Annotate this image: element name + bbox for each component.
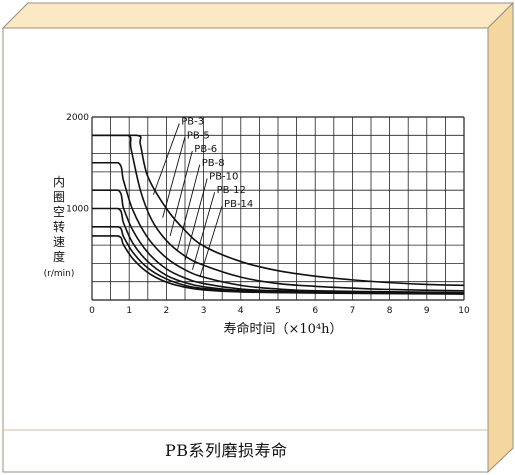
series-label: PB-14 [224,199,253,210]
x-tick-label: 6 [312,306,318,316]
series-line-pb-3 [92,134,465,287]
series-label: PB-6 [194,144,217,155]
series-label: PB-5 [187,130,210,141]
x-tick-label: 8 [387,306,393,316]
y-axis-unit: (r/min) [44,269,75,279]
x-tick-label: 4 [238,306,244,316]
frame-right-fold [487,1,514,474]
series-line-pb-14 [92,235,465,295]
x-axis-label: 寿命时间（×10⁴h） [223,321,342,337]
leader-line [177,164,201,250]
chart-ticks: 0 1 2 3 4 5 6 7 8 9 10 1000 2000 [66,113,470,316]
leader-line [152,123,180,195]
x-tick-label: 7 [350,306,356,316]
leader-line [192,192,216,270]
y-axis-label-char: 速 [53,235,65,249]
x-tick-label: 3 [201,306,207,316]
x-tick-label: 5 [275,306,281,316]
series-label: PB-3 [181,117,204,128]
x-tick-label: 9 [424,306,430,316]
leader-line [184,178,208,261]
y-axis-label-char: 内 [53,175,65,189]
y-tick-label: 1000 [66,205,89,215]
y-axis-label-char: 转 [53,219,65,234]
series-label: PB-12 [217,185,246,196]
y-axis-label-char: 度 [53,249,65,264]
leader-line [199,205,223,278]
series-label: PB-8 [202,158,225,169]
series-labels: PB-3 PB-5 PB-6 PB-8 PB-10 PB-12 PB-14 [152,117,253,278]
leader-line [162,137,186,218]
y-tick-label: 2000 [66,113,89,123]
x-tick-label: 2 [164,306,170,316]
leader-line [169,150,193,237]
x-tick-label: 0 [89,306,95,316]
y-axis-label-char: 圈 [53,190,65,204]
x-tick-label: 1 [126,306,132,316]
series-label: PB-10 [209,171,238,182]
y-axis-label-char: 空 [53,205,65,219]
chart-caption: PB系列磨损寿命 [165,441,288,460]
x-tick-label: 10 [458,306,470,316]
